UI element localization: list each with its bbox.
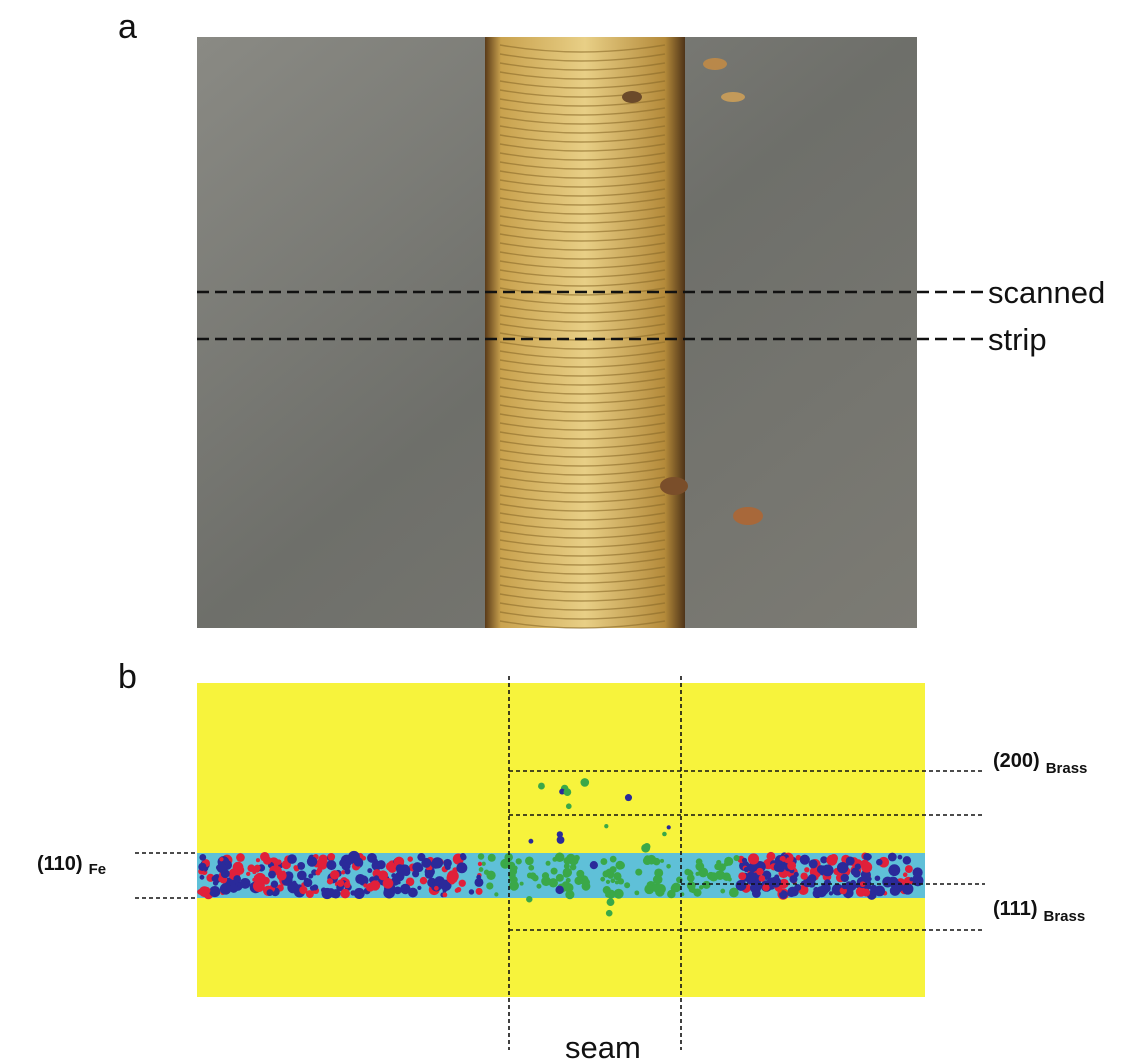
annotation: strip (988, 322, 1047, 357)
weld-photo (197, 37, 917, 628)
peak-label: (111)Brass (993, 898, 1085, 925)
figure: a scanned strip b (110)Fe (200)Brass (11… (0, 0, 1131, 1063)
panel-label: b (118, 658, 137, 696)
diffraction-map (197, 683, 925, 997)
annotation: scanned (988, 275, 1105, 310)
seam-label: seam (565, 1030, 641, 1063)
peak-label: (200)Brass (993, 750, 1087, 777)
panel-label: a (118, 8, 137, 46)
peak-label: (110)Fe (37, 853, 106, 878)
